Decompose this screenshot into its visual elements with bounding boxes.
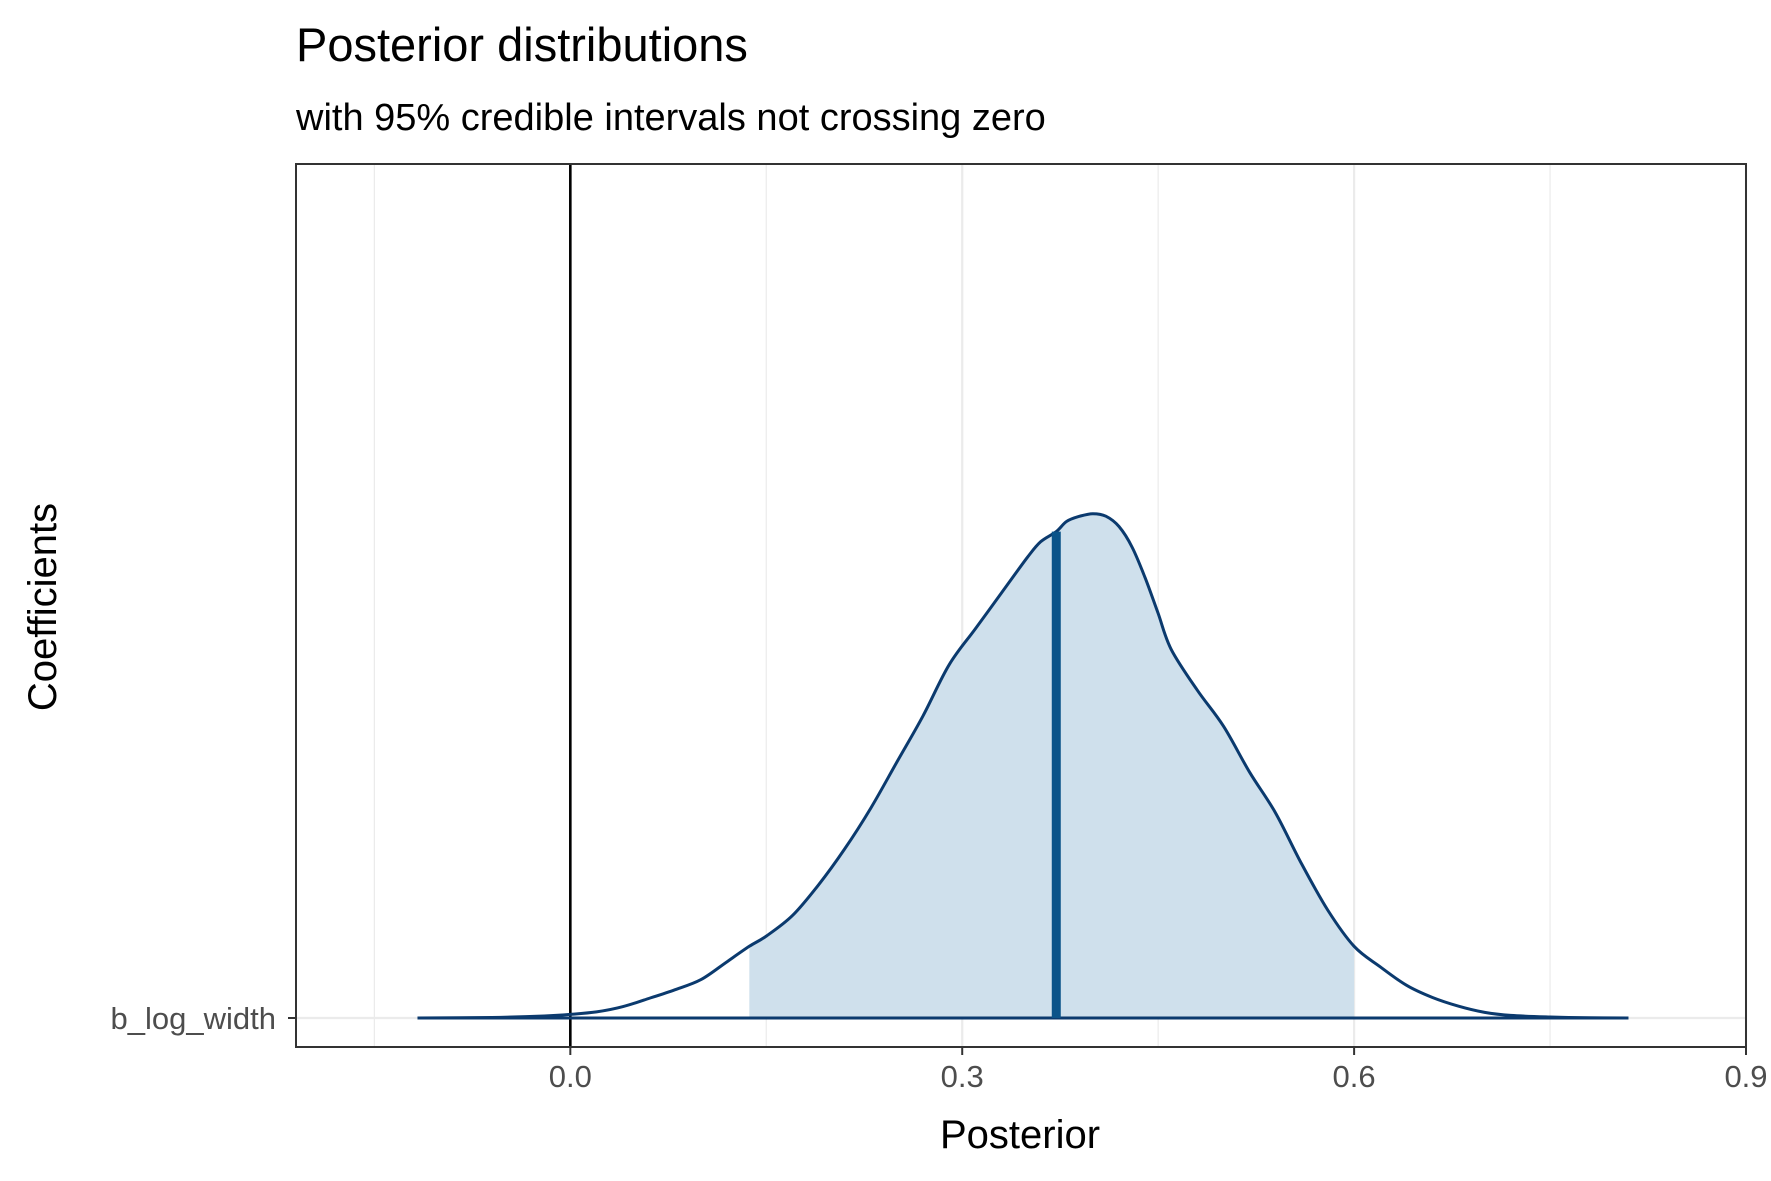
x-tick-label: 0.0: [549, 1059, 592, 1094]
chart-subtitle: with 95% credible intervals not crossing…: [295, 97, 1046, 139]
x-tick-label: 0.6: [1333, 1059, 1376, 1094]
y-axis-title: Coefficients: [21, 503, 65, 711]
x-tick-label: 0.3: [941, 1059, 984, 1094]
density-curve: [417, 512, 1629, 1020]
density-outline: [417, 512, 1629, 1020]
x-tick-label: 0.9: [1724, 1059, 1767, 1094]
credible-interval-area: [749, 513, 1355, 1018]
y-axis-ticks: b_log_width: [111, 1001, 296, 1036]
credible-interval-fill: [749, 513, 1355, 1018]
chart-title: Posterior distributions: [296, 18, 748, 71]
x-axis-title: Posterior: [940, 1113, 1100, 1157]
panel-border: [295, 163, 1747, 1048]
x-axis-ticks: 0.0 0.3 0.6 0.9: [549, 1047, 1768, 1094]
y-tick-label: b_log_width: [111, 1001, 276, 1036]
